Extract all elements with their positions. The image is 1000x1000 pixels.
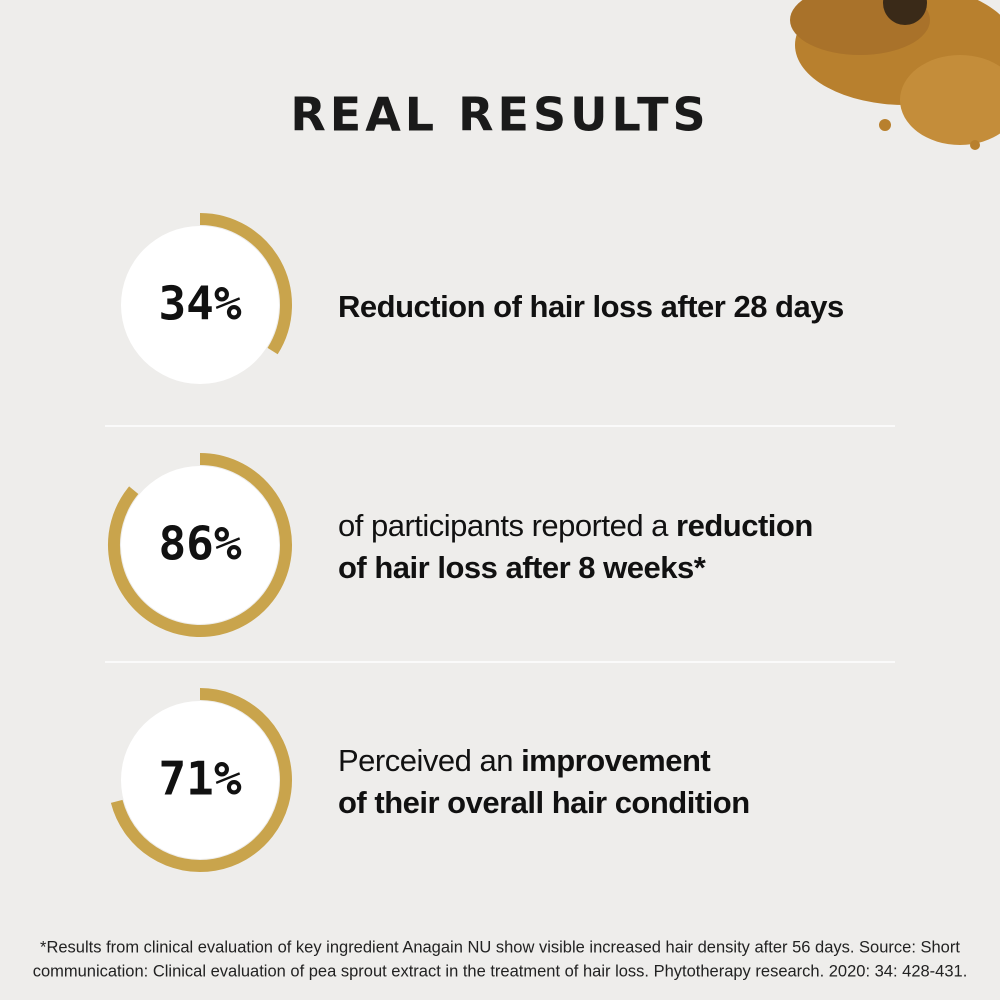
- text-segment: improvement: [521, 743, 710, 778]
- footnote: *Results from clinical evaluation of key…: [40, 938, 960, 956]
- stat-description: of their overall hair condition: [338, 785, 750, 820]
- text-segment: Perceived an: [338, 743, 521, 778]
- powder-decoration: [790, 0, 1000, 150]
- title: REAL RESULTS: [290, 88, 709, 142]
- text-segment: of hair loss after 8 weeks*: [338, 550, 707, 585]
- stat-description: Perceived an improvement: [338, 743, 710, 778]
- stat-percent: 86%: [158, 517, 241, 571]
- progress-ring: [108, 453, 292, 637]
- progress-ring: [110, 688, 292, 872]
- text-segment: of participants reported a: [338, 508, 676, 543]
- text-segment: reduction: [676, 508, 813, 543]
- progress-ring: [199, 213, 292, 355]
- stat-circle: [121, 466, 279, 624]
- footnote: communication: Clinical evaluation of pe…: [33, 962, 968, 980]
- stat-circle: [121, 226, 279, 384]
- stat-description: Reduction of hair loss after 28 days: [338, 289, 844, 324]
- stat-description: of hair loss after 8 weeks*: [338, 550, 707, 585]
- text-segment: of their overall hair condition: [338, 785, 750, 820]
- stat-percent: 71%: [158, 752, 241, 806]
- stat-percent: 34%: [158, 277, 241, 331]
- stat-description: of participants reported a reduction: [338, 508, 813, 543]
- stat-circle: [121, 701, 279, 859]
- text-segment: Reduction of hair loss after 28 days: [338, 289, 844, 324]
